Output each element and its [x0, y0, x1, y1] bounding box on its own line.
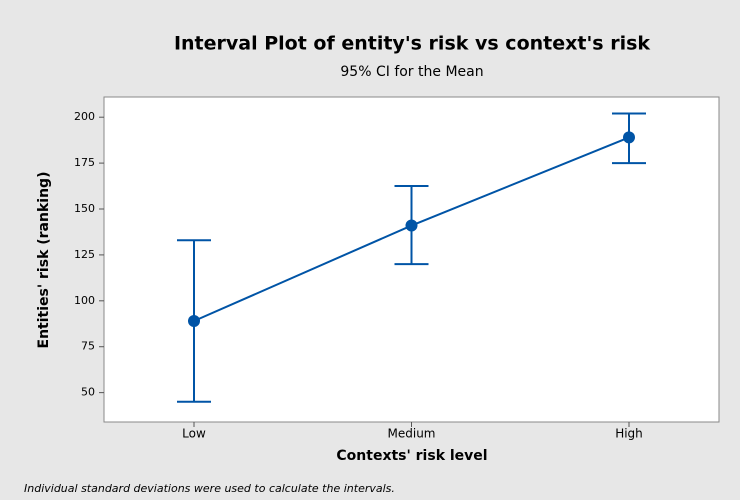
- x-tick-label: Medium: [388, 427, 436, 441]
- chart-title: Interval Plot of entity's risk vs contex…: [174, 33, 650, 55]
- y-axis-label: Entities' risk (ranking): [36, 172, 52, 349]
- y-tick-label: 175: [74, 156, 95, 169]
- y-tick-label: 75: [81, 340, 95, 353]
- x-tick-label: Low: [182, 427, 206, 441]
- mean-point: [623, 131, 635, 144]
- y-tick-label: 100: [74, 294, 95, 307]
- y-tick-label: 200: [74, 110, 95, 123]
- chart-subtitle: 95% CI for the Mean: [340, 64, 483, 80]
- footnote: Individual standard deviations were used…: [24, 482, 395, 495]
- y-tick-label: 50: [81, 386, 95, 399]
- x-axis-label: Contexts' risk level: [336, 448, 487, 464]
- x-tick-label: High: [615, 427, 643, 441]
- y-tick-label: 150: [74, 202, 95, 215]
- mean-point: [405, 219, 418, 232]
- y-tick-label: 125: [74, 248, 95, 261]
- mean-point: [188, 315, 200, 328]
